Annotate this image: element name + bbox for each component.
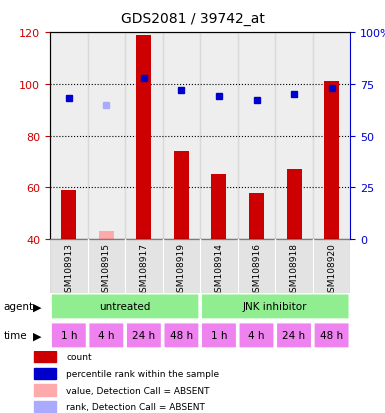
Bar [163,240,200,293]
Text: count: count [66,352,92,361]
Bar [313,33,350,240]
Text: JNK inhibitor: JNK inhibitor [243,301,308,312]
FancyBboxPatch shape [314,323,349,348]
Text: GSM108913: GSM108913 [64,242,73,297]
Bar [275,240,313,293]
Text: GSM108919: GSM108919 [177,242,186,297]
Bar [61,190,76,240]
FancyBboxPatch shape [51,294,199,319]
Bar [313,240,350,293]
Bar [286,170,301,240]
Text: ▶: ▶ [33,301,41,311]
Text: rank, Detection Call = ABSENT: rank, Detection Call = ABSENT [66,402,205,411]
Bar [34,401,55,412]
Text: 4 h: 4 h [98,330,115,341]
Text: 1 h: 1 h [60,330,77,341]
Text: GSM108917: GSM108917 [139,242,148,297]
Text: GDS2081 / 39742_at: GDS2081 / 39742_at [121,12,264,26]
Text: GSM108920: GSM108920 [327,242,336,297]
FancyBboxPatch shape [276,323,312,348]
FancyBboxPatch shape [164,323,199,348]
Bar [238,240,275,293]
Text: agent: agent [4,301,34,311]
Text: GSM108918: GSM108918 [290,242,298,297]
Text: GSM108916: GSM108916 [252,242,261,297]
Text: 1 h: 1 h [211,330,227,341]
FancyBboxPatch shape [51,323,87,348]
Text: 48 h: 48 h [320,330,343,341]
Bar [136,36,151,240]
FancyBboxPatch shape [239,323,274,348]
Bar [88,33,125,240]
Text: GSM108915: GSM108915 [102,242,111,297]
Text: value, Detection Call = ABSENT: value, Detection Call = ABSENT [66,386,210,394]
Bar [99,232,114,240]
Bar [88,240,125,293]
Bar [211,175,226,240]
Bar [200,240,238,293]
Text: percentile rank within the sample: percentile rank within the sample [66,369,219,378]
Bar [324,82,339,240]
FancyBboxPatch shape [201,323,237,348]
Bar [50,240,88,293]
Bar [163,33,200,240]
FancyBboxPatch shape [201,294,349,319]
Bar [125,33,163,240]
Bar [275,33,313,240]
Bar [34,368,55,379]
Text: GSM108914: GSM108914 [214,242,223,297]
Text: 24 h: 24 h [132,330,156,341]
Bar [125,240,163,293]
Text: 48 h: 48 h [170,330,193,341]
Text: 4 h: 4 h [248,330,265,341]
Bar [174,152,189,240]
Bar [238,33,275,240]
Bar [34,351,55,362]
Text: time: time [4,330,27,340]
Bar [249,193,264,240]
Bar [50,33,88,240]
Text: ▶: ▶ [33,330,41,340]
Bar [34,385,55,396]
Text: untreated: untreated [99,301,151,312]
Text: 24 h: 24 h [283,330,306,341]
FancyBboxPatch shape [89,323,124,348]
Bar [200,33,238,240]
FancyBboxPatch shape [126,323,162,348]
